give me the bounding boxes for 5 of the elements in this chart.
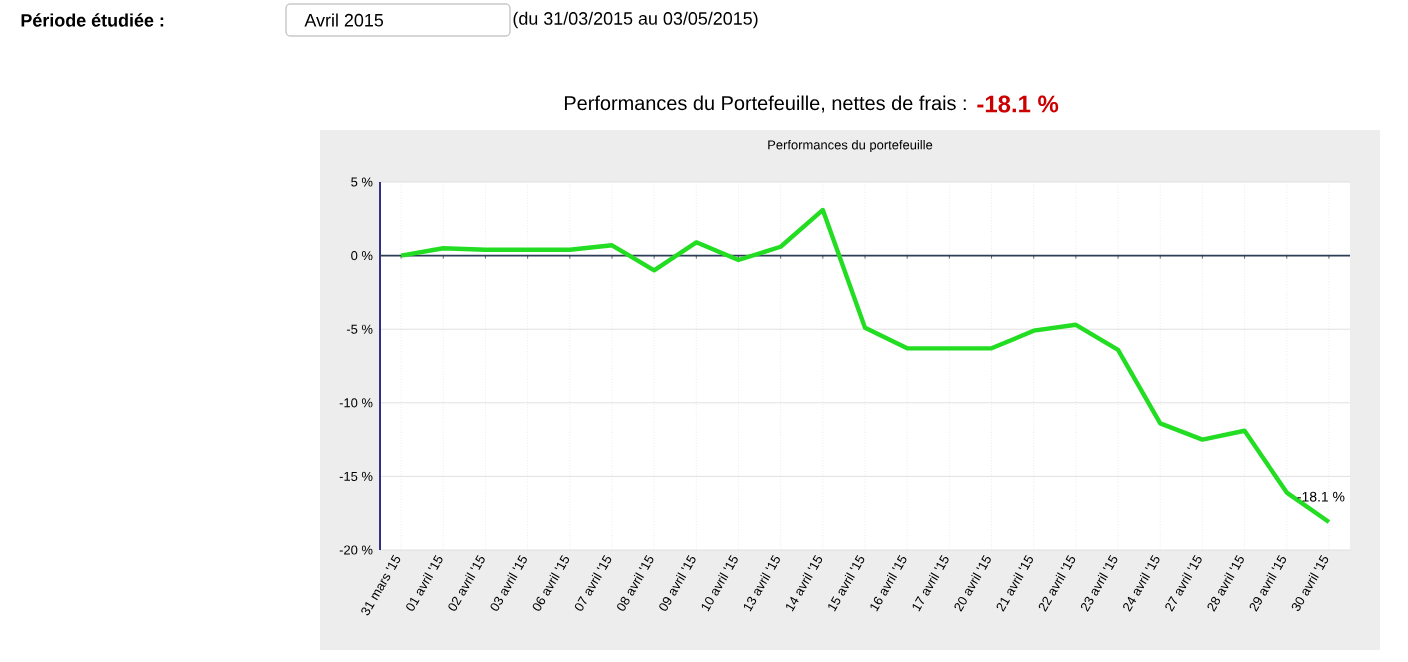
text: Avril 2015 bbox=[304, 13, 384, 27]
chart-title: Performances du Portefeuille, nettes de frais : bbox=[564, 95, 966, 113]
text: -18.1 % bbox=[977, 95, 1059, 113]
text: Période étudiée : bbox=[21, 13, 164, 27]
text: (du 31/03/2015 au 03/05/2015) bbox=[513, 11, 758, 29]
